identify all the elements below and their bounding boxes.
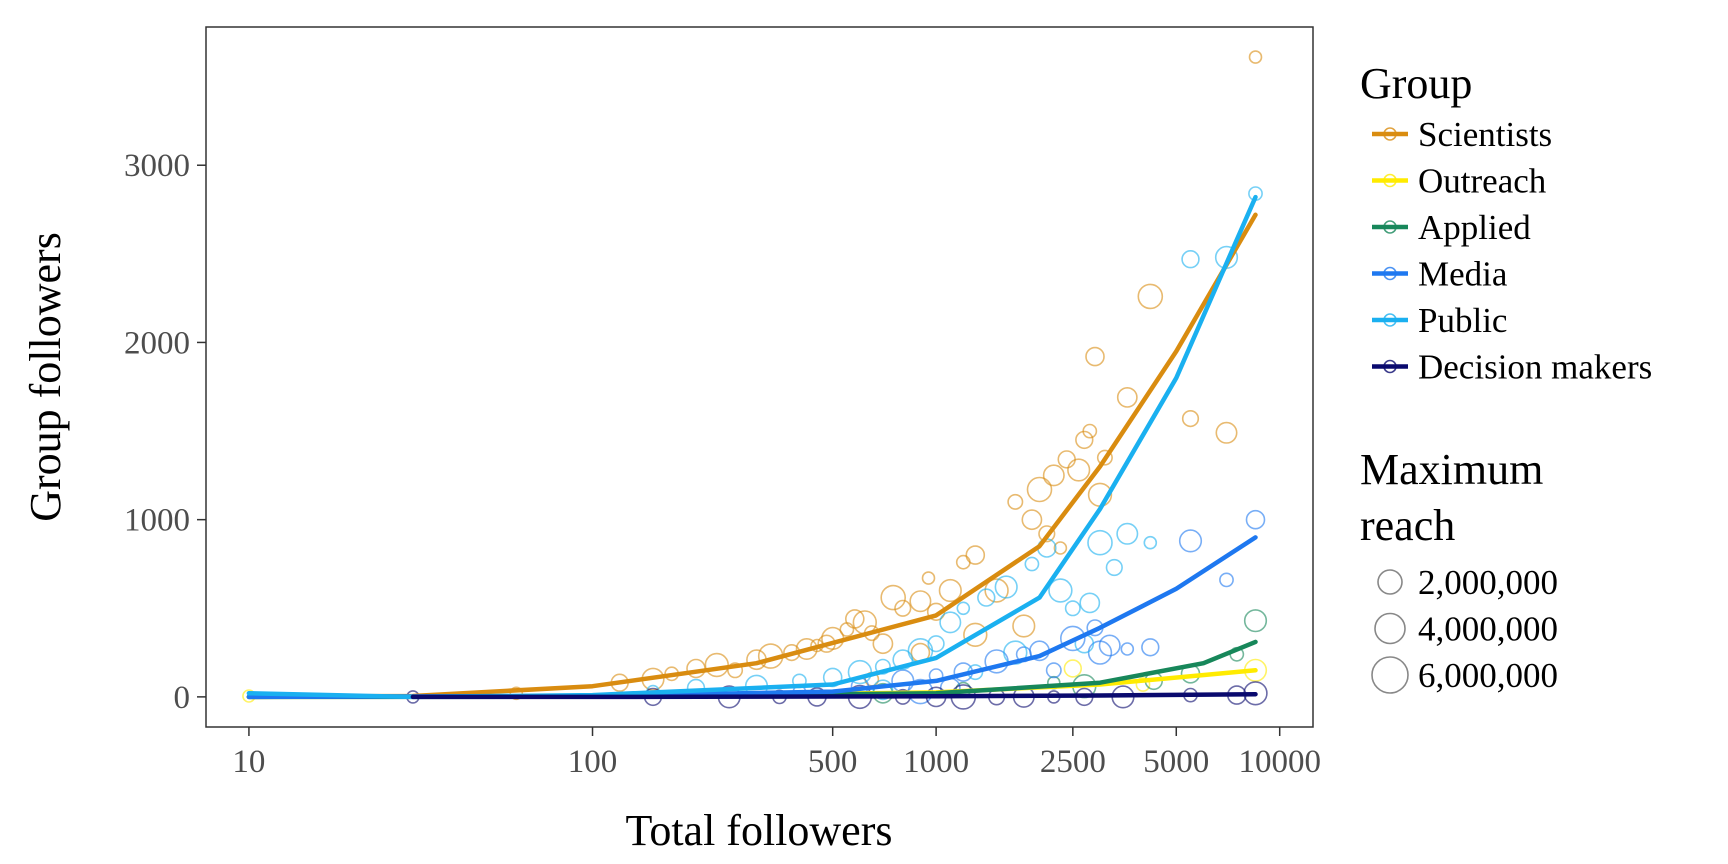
legend-size-label: 4,000,000 [1418,610,1558,649]
point-public [1105,558,1123,577]
point-public [1087,529,1113,556]
point-scientists [727,662,744,679]
point-scientists [965,545,986,565]
legend-size-label: 2,000,000 [1418,563,1558,602]
point-outreach [1063,659,1083,678]
legend-size-marker [1371,656,1409,694]
point-scientists [1026,476,1053,503]
legend-label-applied: Applied [1418,208,1531,247]
x-tick-label: 100 [568,744,618,780]
plot-panel [205,26,1314,728]
legend: Group Maximum reach Scientists Outreach Ap… [1360,59,1652,695]
point-scientists [938,578,962,603]
legend-marker-outreach [1383,173,1397,188]
point-public [1181,250,1200,269]
point-media [1178,529,1203,553]
point-scientists [984,578,1009,603]
point-scientists [1021,509,1043,531]
point-media [1087,640,1113,665]
point-public [1116,522,1139,545]
point-scientists [1038,525,1056,543]
x-tick-label: 10000 [1238,744,1321,780]
point-scientists [1248,50,1263,64]
point-scientists [963,622,988,647]
point-scientists [1007,493,1024,510]
point-scientists [1012,614,1036,638]
legend-label-outreach: Outreach [1418,162,1547,201]
legend-marker-media [1383,266,1397,281]
point-media [1245,509,1266,530]
point-public [977,588,996,607]
point-public [1143,535,1158,550]
point-scientists [1137,283,1164,310]
point-public [1079,592,1101,614]
point-scientists [880,584,907,611]
legend-size-marker [1374,612,1406,645]
legend-label-decision-makers: Decision makers [1418,348,1652,387]
legend-size-label: 6,000,000 [1418,656,1558,695]
point-scientists [872,633,894,655]
point-scientists [1096,449,1113,466]
point-public [1024,556,1040,572]
point-media [1141,638,1160,657]
point-scientists [1181,410,1200,428]
legend-size-title-line2: reach [1360,501,1455,550]
point-public [872,679,894,701]
x-tick-label: 5000 [1143,744,1209,780]
point-public [1064,600,1081,617]
point-scientists [1053,541,1068,555]
point-scientists [509,686,524,701]
y-tick-label: 1000 [124,503,190,539]
point-media [1098,634,1121,657]
point-public [847,659,873,685]
legend-marker-scientists [1383,127,1397,141]
point-public [994,575,1018,599]
y-tick-label: 2000 [124,325,190,361]
y-tick-label: 3000 [124,148,190,184]
x-tick-label: 1000 [903,744,969,780]
point-scientists [1085,346,1105,367]
point-applied [1243,609,1268,633]
point-scientists [1042,464,1065,487]
point-scientists [1215,421,1238,444]
x-axis-title: Total followers [626,806,893,855]
fit-curve-decision-makers [410,691,1258,700]
point-scientists [1116,386,1138,408]
point-public [956,601,971,616]
point-media [1045,662,1062,679]
x-tick-label: 500 [808,744,858,780]
point-public [1048,578,1073,603]
point-media [1120,642,1135,656]
y-axis-title: Group followers [21,232,70,522]
point-public [939,611,962,634]
legend-marker-applied [1383,220,1397,234]
axes-layer: 10 100 500 1000 2500 5000 10000 0 1000 2000 3000 [124,148,1321,780]
point-outreach [1135,677,1151,692]
point-scientists [1075,430,1094,450]
fit-curve-scientists [246,212,1258,700]
legend-label-public: Public [1418,301,1507,340]
legend-size-marker [1377,569,1403,595]
point-media [1219,572,1234,588]
x-tick-label: 10 [232,744,265,780]
point-scientists [921,571,936,585]
legend-marker-public [1383,313,1397,327]
point-scientists [894,599,912,617]
point-media [1060,625,1086,652]
legend-label-scientists: Scientists [1418,115,1552,154]
point-scientists [909,590,932,613]
legend-group-title: Group [1360,59,1472,108]
legend-label-media: Media [1418,255,1508,294]
legend-marker-decision-makers [1383,359,1397,374]
legend-size-title-line1: Maximum [1360,445,1543,494]
fit-curves-layer [246,194,1258,700]
point-scientists [1067,458,1091,482]
x-tick-label: 2500 [1040,744,1106,780]
point-public [927,635,945,653]
y-tick-label: 0 [174,680,191,716]
